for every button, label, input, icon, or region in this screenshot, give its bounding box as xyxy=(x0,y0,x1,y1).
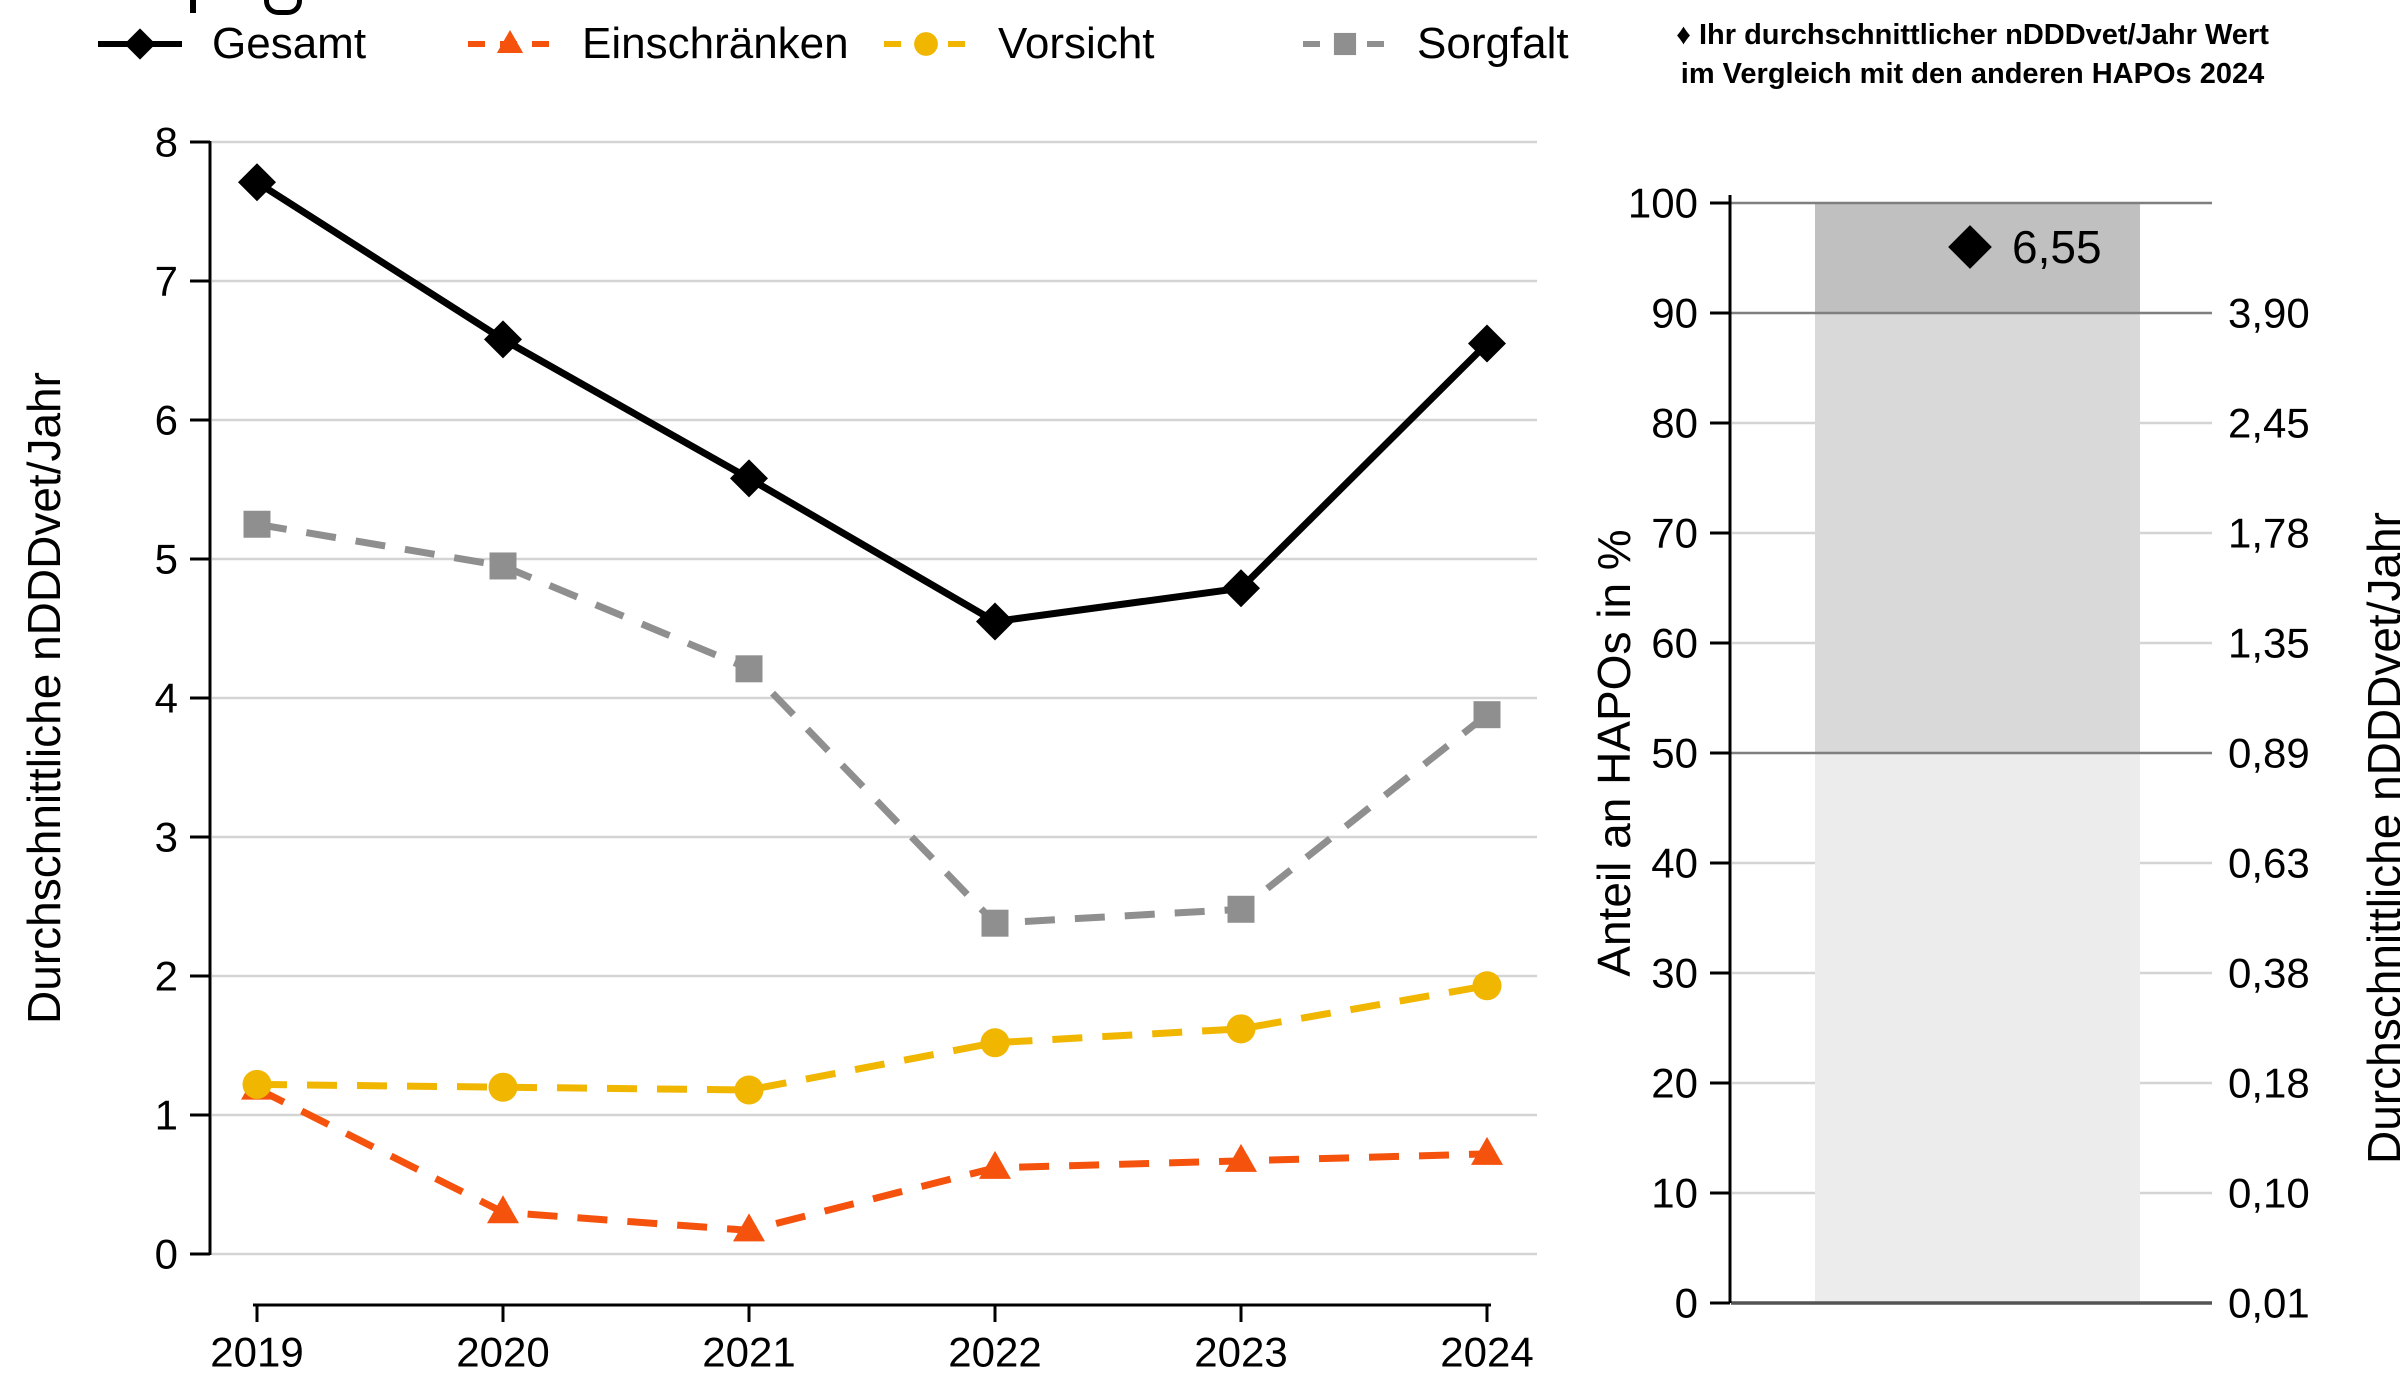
data-point-einschränken xyxy=(733,1213,765,1242)
data-point-vorsicht xyxy=(488,1072,518,1102)
x-tick-label: 2019 xyxy=(210,1329,303,1376)
data-point-gesamt xyxy=(238,163,276,202)
data-point-vorsicht xyxy=(734,1075,764,1105)
legend-label: Sorgfalt xyxy=(1417,19,1569,68)
data-point-einschränken xyxy=(487,1195,519,1224)
legend-label: Einschränken xyxy=(582,19,849,68)
benchmark-bar-chart: 0 10 20 30 40 50 60 70 80 90 100 0,01 0,10 0,18 0,38 0,… xyxy=(1588,180,2400,1327)
left-tick-label: 20 xyxy=(1651,1060,1698,1107)
y-tick-label: 2 xyxy=(155,953,178,1000)
y-tick-label: 6 xyxy=(155,397,178,444)
bar-segment-0 xyxy=(1815,753,2140,1303)
legend-marker xyxy=(496,30,524,54)
left-tick-label: 100 xyxy=(1628,180,1698,227)
data-point-sorgfalt xyxy=(489,552,517,580)
right-tick-label: 0,89 xyxy=(2228,730,2310,777)
left-axis-title: Anteil an HAPOs in % xyxy=(1588,529,1640,976)
legend-marker-sorgfalt-icon xyxy=(1303,32,1387,56)
cropped-title-fragment xyxy=(190,0,196,13)
y-tick-label: 5 xyxy=(155,536,178,583)
right-tick-label: 3,90 xyxy=(2228,290,2310,337)
right-panel-title: ♦ Ihr durchschnittlicher nDDDvet/Jahr We… xyxy=(1645,16,2300,94)
benchmark-value-label: 6,55 xyxy=(2012,221,2102,273)
left-tick-label: 60 xyxy=(1651,620,1698,667)
legend-label: Gesamt xyxy=(212,19,367,68)
series-line-sorgfalt xyxy=(256,520,1490,927)
legend-marker xyxy=(124,28,156,60)
cropped-title-fragment xyxy=(264,0,302,15)
left-tick-label: 70 xyxy=(1651,510,1698,557)
data-point-gesamt xyxy=(976,602,1014,641)
benchmark-marker xyxy=(1948,225,1992,269)
right-tick-label: 2,45 xyxy=(2228,400,2310,447)
left-tick-label: 40 xyxy=(1651,840,1698,887)
left-tick-label: 80 xyxy=(1651,400,1698,447)
right-tick-label: 0,10 xyxy=(2228,1170,2310,1217)
legend-marker-gesamt-icon xyxy=(98,28,182,60)
data-point-sorgfalt xyxy=(243,510,271,538)
legend-label: Vorsicht xyxy=(998,19,1155,68)
right-tick-label: 0,38 xyxy=(2228,950,2310,997)
y-tick-label: 0 xyxy=(155,1231,178,1278)
y-tick-label: 4 xyxy=(155,675,178,722)
legend-item-gesamt: Gesamt xyxy=(98,18,366,70)
left-tick-label: 0 xyxy=(1675,1280,1698,1327)
data-point-vorsicht xyxy=(1472,971,1502,1001)
right-panel-title-line2: im Vergleich mit den anderen HAPOs 2024 xyxy=(1680,58,2265,90)
legend-marker-einschraenken-icon xyxy=(468,30,552,54)
left-tick-label: 90 xyxy=(1651,290,1698,337)
data-point-vorsicht xyxy=(980,1028,1010,1058)
data-point-gesamt xyxy=(730,459,768,498)
left-tick-label: 30 xyxy=(1651,950,1698,997)
bar-segment-1 xyxy=(1815,313,2140,753)
line-chart: 0 1 2 3 4 5 6 7 8 Durchschnittliche nDDDvet/Jahr 2… xyxy=(18,119,1537,1376)
series-line-gesamt xyxy=(255,179,1490,626)
left-tick-label: 10 xyxy=(1651,1170,1698,1217)
right-axis-title: Durchschnittliche nDDDvet/Jahr xyxy=(2358,512,2400,1164)
data-point-gesamt xyxy=(1468,324,1506,363)
legend-item-sorgfalt: Sorgfalt xyxy=(1303,18,1569,70)
legend-marker xyxy=(914,32,938,56)
data-point-gesamt xyxy=(1222,569,1260,608)
y-tick-label: 8 xyxy=(155,119,178,166)
data-point-sorgfalt xyxy=(1473,701,1501,729)
x-tick-label: 2024 xyxy=(1440,1329,1533,1376)
right-panel-title-line1: ♦ Ihr durchschnittlicher nDDDvet/Jahr We… xyxy=(1676,19,2269,51)
data-point-sorgfalt xyxy=(1227,895,1255,923)
data-point-sorgfalt xyxy=(735,655,763,683)
data-point-einschränken xyxy=(1225,1143,1257,1172)
x-tick-label: 2022 xyxy=(948,1329,1041,1376)
right-tick-label: 1,78 xyxy=(2228,510,2310,557)
series-line-vorsicht xyxy=(256,982,1488,1094)
legend-marker-vorsicht-icon xyxy=(884,32,968,56)
x-tick-label: 2020 xyxy=(456,1329,549,1376)
data-point-vorsicht xyxy=(1226,1014,1256,1044)
y-tick-label: 3 xyxy=(155,814,178,861)
y-tick-label: 7 xyxy=(155,258,178,305)
x-tick-label: 2021 xyxy=(702,1329,795,1376)
series-line-einschränken xyxy=(255,1085,1488,1234)
y-tick-label: 1 xyxy=(155,1092,178,1139)
right-tick-label: 0,01 xyxy=(2228,1280,2310,1327)
data-point-sorgfalt xyxy=(981,909,1009,937)
legend-marker xyxy=(1333,32,1357,56)
data-point-einschränken xyxy=(979,1150,1011,1179)
left-tick-label: 50 xyxy=(1651,730,1698,777)
data-point-vorsicht xyxy=(242,1069,272,1099)
data-point-gesamt xyxy=(484,320,522,359)
data-point-einschränken xyxy=(1471,1136,1503,1165)
right-tick-label: 0,63 xyxy=(2228,840,2310,887)
right-tick-label: 0,18 xyxy=(2228,1060,2310,1107)
legend-item-vorsicht: Vorsicht xyxy=(884,18,1155,70)
right-tick-label: 1,35 xyxy=(2228,620,2310,667)
y-axis-title: Durchschnittliche nDDDvet/Jahr xyxy=(18,372,70,1024)
x-tick-label: 2023 xyxy=(1194,1329,1287,1376)
legend-item-einschraenken: Einschränken xyxy=(468,18,849,70)
